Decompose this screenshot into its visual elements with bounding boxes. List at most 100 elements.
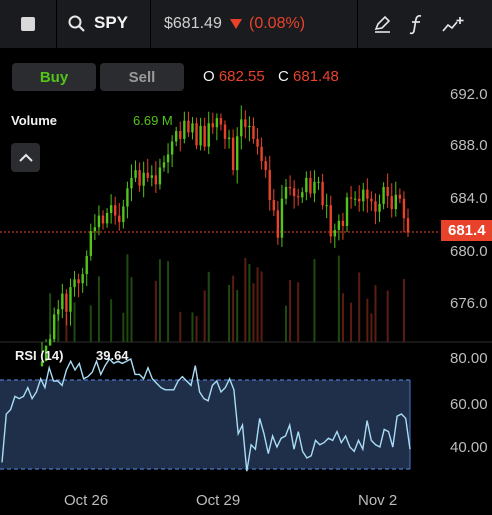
candle-body bbox=[219, 118, 223, 125]
price-change: (0.08%) bbox=[249, 15, 306, 32]
volume-bar bbox=[49, 293, 52, 342]
volume-bar bbox=[191, 312, 194, 342]
ohlc-close: C 681.48 bbox=[278, 68, 339, 85]
candle-body bbox=[134, 170, 137, 178]
candle-body bbox=[378, 203, 381, 212]
volume-value: 6.69 M bbox=[133, 113, 173, 128]
rsi-value: 39.64 bbox=[96, 348, 129, 363]
volume-bar bbox=[203, 290, 206, 342]
candle-body bbox=[390, 196, 393, 210]
rsi-tick: 60.00 bbox=[450, 396, 488, 413]
last-price-tag: 681.4 bbox=[441, 220, 492, 241]
candle-body bbox=[191, 123, 194, 133]
candle-body bbox=[333, 229, 336, 237]
candle-body bbox=[57, 309, 60, 315]
candle-body bbox=[297, 196, 300, 198]
candle-body bbox=[154, 175, 158, 185]
candle-body bbox=[138, 170, 141, 186]
volume-bar bbox=[252, 283, 255, 342]
candle-body bbox=[252, 125, 255, 139]
candle-body bbox=[77, 279, 80, 284]
rsi-tick: 80.00 bbox=[450, 350, 488, 367]
add-indicator-icon[interactable] bbox=[441, 15, 465, 35]
collapse-button[interactable] bbox=[11, 143, 40, 172]
candle-body bbox=[240, 119, 243, 137]
volume-bar bbox=[122, 312, 125, 342]
sell-button[interactable]: Sell bbox=[100, 63, 184, 91]
draw-icon[interactable] bbox=[372, 14, 392, 34]
rsi-tick: 40.00 bbox=[450, 439, 488, 456]
volume-bar bbox=[89, 305, 92, 342]
close-label: C bbox=[278, 68, 289, 85]
volume-bar bbox=[248, 263, 251, 342]
candle-body bbox=[227, 137, 231, 139]
candle-body bbox=[101, 215, 105, 224]
candle-body bbox=[183, 120, 186, 139]
candle-body bbox=[366, 189, 369, 199]
symbol-label[interactable]: SPY bbox=[94, 13, 129, 32]
toolbar-divider bbox=[357, 0, 358, 48]
candle-body bbox=[329, 205, 332, 237]
volume-bar bbox=[313, 258, 316, 342]
open-label: O bbox=[203, 68, 215, 85]
candle-body bbox=[166, 154, 170, 163]
candle-body bbox=[203, 125, 206, 147]
rsi-label: RSI (14) bbox=[15, 348, 64, 363]
function-icon[interactable] bbox=[407, 13, 427, 35]
volume-bar bbox=[256, 267, 259, 342]
volume-bar bbox=[374, 285, 377, 342]
candle-body bbox=[313, 181, 316, 194]
price-tick: 676.0 bbox=[450, 295, 488, 312]
volume-bar bbox=[228, 285, 231, 342]
volume-bar bbox=[386, 290, 389, 342]
candle-body bbox=[179, 131, 182, 139]
candle-body bbox=[158, 167, 162, 185]
candle-body bbox=[207, 123, 210, 147]
rsi-band bbox=[0, 380, 410, 469]
candle-body bbox=[105, 213, 109, 224]
candle-body bbox=[370, 198, 373, 202]
volume-label: Volume bbox=[11, 113, 57, 128]
candle-body bbox=[264, 161, 267, 171]
candle-body bbox=[236, 136, 239, 171]
candle-body bbox=[394, 194, 397, 210]
volume-bar bbox=[289, 280, 292, 342]
volume-bar bbox=[126, 254, 129, 342]
volume-bar bbox=[154, 280, 157, 342]
layout-square-icon[interactable] bbox=[21, 17, 35, 31]
candle-body bbox=[215, 118, 219, 128]
volume-bar bbox=[158, 259, 161, 342]
volume-bar bbox=[285, 305, 287, 342]
candle-body bbox=[109, 205, 113, 213]
volume-bar bbox=[350, 302, 353, 342]
open-value: 682.55 bbox=[218, 68, 265, 85]
candle-body bbox=[81, 274, 84, 284]
candle-body bbox=[386, 187, 389, 197]
candle-body bbox=[89, 231, 92, 256]
candle-body bbox=[301, 192, 304, 198]
volume-bar bbox=[297, 282, 300, 342]
candle-body bbox=[288, 187, 292, 189]
candle-body bbox=[276, 210, 280, 238]
candle-body bbox=[341, 220, 345, 226]
price-tick: 692.0 bbox=[450, 86, 488, 103]
candle-body bbox=[337, 220, 341, 230]
search-icon[interactable] bbox=[68, 15, 86, 33]
candle-body bbox=[150, 175, 153, 178]
toolbar-divider bbox=[150, 0, 151, 48]
buy-button[interactable]: Buy bbox=[12, 63, 96, 91]
top-bar bbox=[0, 0, 492, 48]
candle-body bbox=[260, 146, 263, 161]
candle-body bbox=[69, 287, 72, 312]
volume-bar bbox=[97, 276, 100, 342]
candle-body bbox=[130, 177, 133, 189]
volume-bar bbox=[207, 271, 210, 342]
candle-body bbox=[44, 345, 48, 362]
candle-body bbox=[349, 197, 353, 199]
candle-body bbox=[358, 198, 361, 202]
candle-body bbox=[398, 194, 402, 199]
volume-bar bbox=[236, 289, 239, 342]
candle-body bbox=[48, 339, 52, 346]
candle-body bbox=[406, 218, 410, 233]
